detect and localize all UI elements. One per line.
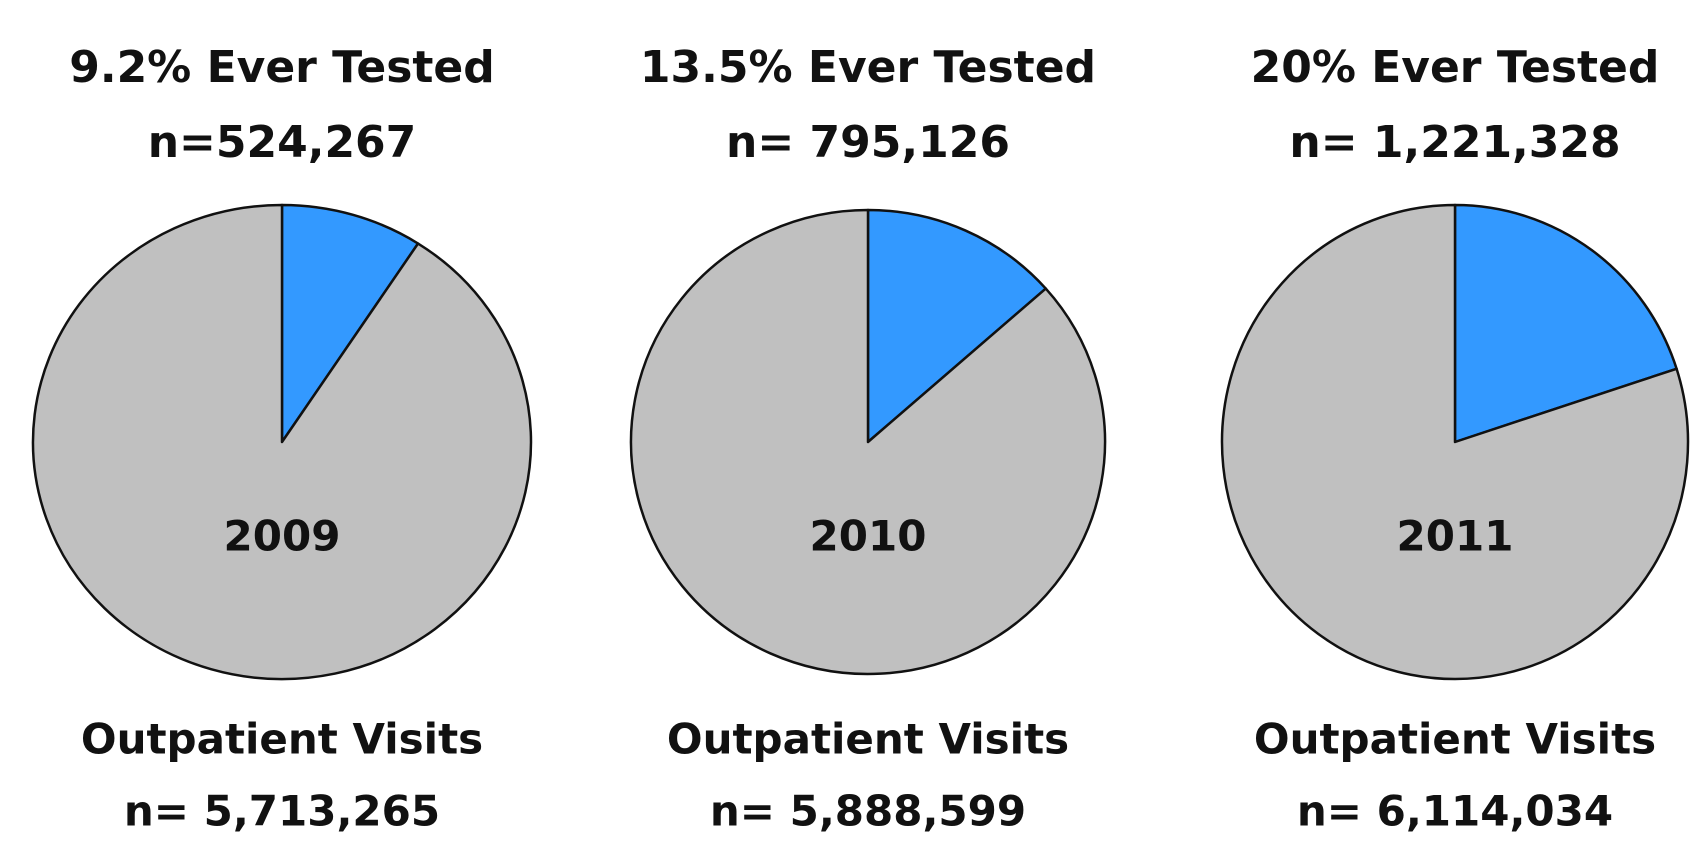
footer-subtitle: n= 5,713,265 [124, 787, 440, 836]
pie-slice [1453, 203, 1678, 444]
pie-slice [866, 208, 1048, 444]
pie-center-label: 2010 [810, 512, 927, 561]
chart-subtitle: n= 1,221,328 [1289, 117, 1620, 168]
chart-subtitle: n=524,267 [148, 117, 417, 168]
chart-subtitle: n= 795,126 [726, 117, 1010, 168]
footer-subtitle: n= 5,888,599 [710, 787, 1026, 836]
pie-center-label: 2009 [224, 512, 341, 561]
chart-title: 13.5% Ever Tested [640, 42, 1096, 93]
chart-title: 20% Ever Tested [1251, 42, 1660, 93]
pie-slice [1220, 203, 1690, 681]
pie-center-label: 2011 [1397, 512, 1514, 561]
footer-label: Outpatient Visits [667, 715, 1069, 764]
chart-title: 9.2% Ever Tested [69, 42, 495, 93]
pie-slice [280, 203, 420, 444]
pie-slice [31, 203, 533, 681]
pie-slice [629, 208, 1107, 676]
footer-label: Outpatient Visits [81, 715, 483, 764]
footer-label: Outpatient Visits [1254, 715, 1656, 764]
footer-subtitle: n= 6,114,034 [1297, 787, 1613, 836]
